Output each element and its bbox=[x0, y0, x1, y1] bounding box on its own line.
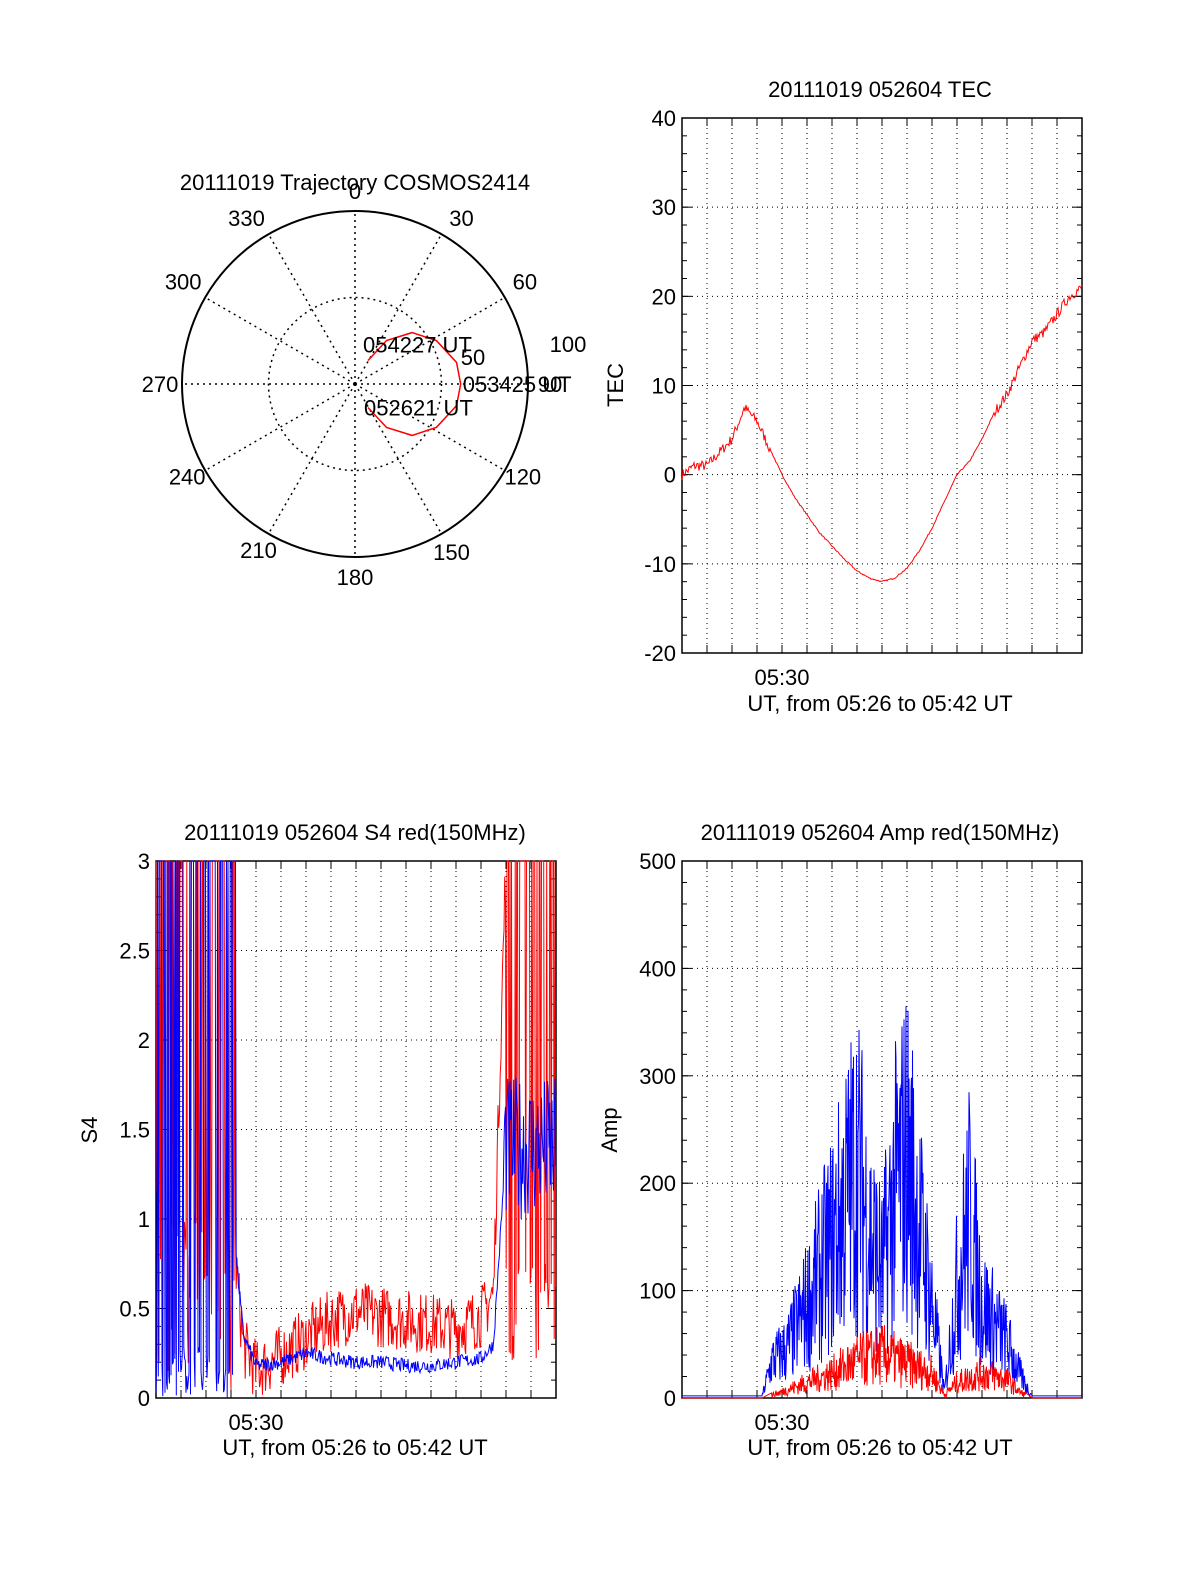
polar-radial-labels: 50 100 bbox=[461, 332, 587, 370]
tec-title: 20111019 052604 TEC bbox=[768, 77, 992, 102]
tec-series-line bbox=[681, 285, 1083, 583]
s4-panel: 20111019 052604 S4 red(150MHz) S4 UT, fr… bbox=[77, 820, 557, 1460]
polar-spoke bbox=[354, 383, 443, 535]
polar-angle-label: 270 bbox=[142, 372, 179, 397]
y-tick-label: 400 bbox=[639, 956, 676, 981]
y-tick-label: 0.5 bbox=[119, 1297, 150, 1322]
polar-angle-label: 210 bbox=[240, 538, 277, 563]
polar-series bbox=[367, 331, 462, 437]
plot-frame bbox=[155, 860, 557, 1399]
x-tick-label: 05:30 bbox=[228, 1410, 283, 1435]
polar-angle-label: 300 bbox=[165, 270, 202, 295]
s4-blue-line bbox=[155, 860, 557, 1398]
polar-radial-label: 50 bbox=[461, 345, 485, 370]
y-tick-label: 300 bbox=[639, 1064, 676, 1089]
tec-axes: -20 -10 0 10 20 30 40 05:30 bbox=[644, 106, 1083, 690]
polar-spoke bbox=[354, 233, 443, 385]
x-tick-label: 05:30 bbox=[754, 1410, 809, 1435]
polar-spoke bbox=[267, 383, 356, 535]
amp-ylabel: Amp bbox=[597, 1107, 622, 1152]
tec-panel: 20111019 052604 TEC TEC UT, from 05:26 t… bbox=[603, 77, 1083, 716]
plot-frame bbox=[681, 860, 1083, 1399]
polar-angle-label: 0 bbox=[349, 179, 361, 204]
polar-angle-label: 150 bbox=[433, 540, 470, 565]
y-tick-label: 0 bbox=[664, 463, 676, 488]
x-tick-label: 05:30 bbox=[754, 665, 809, 690]
polar-angle-label: 120 bbox=[504, 465, 541, 490]
polar-angle-label: 330 bbox=[228, 206, 265, 231]
polar-angle-label: 60 bbox=[513, 270, 537, 295]
polar-annotation-label: 053425 UT bbox=[463, 372, 572, 397]
polar-angle-labels: 0 30 60 90 120 150 180 210 240 270 300 330 bbox=[142, 179, 563, 590]
y-tick-label: 30 bbox=[652, 195, 676, 220]
tec-series bbox=[681, 285, 1083, 583]
amp-xlabel: UT, from 05:26 to 05:42 UT bbox=[747, 1435, 1012, 1460]
s4-xlabel: UT, from 05:26 to 05:42 UT bbox=[222, 1435, 487, 1460]
y-tick-label: 3 bbox=[138, 849, 150, 874]
polar-inner-circle bbox=[267, 296, 443, 472]
s4-series bbox=[155, 860, 557, 1398]
polar-spoke bbox=[354, 383, 506, 472]
y-tick-label: -20 bbox=[644, 641, 676, 666]
polar-outer-circle bbox=[181, 210, 529, 558]
y-tick-label: 1 bbox=[138, 1207, 150, 1232]
polar-radial-label: 100 bbox=[550, 332, 587, 357]
amp-blue-line bbox=[682, 1006, 1082, 1398]
y-tick-label: -10 bbox=[644, 552, 676, 577]
plot-frame bbox=[681, 117, 1083, 654]
amp-title: 20111019 052604 Amp red(150MHz) bbox=[701, 820, 1060, 845]
tec-ylabel: TEC bbox=[603, 363, 628, 407]
y-tick-label: 10 bbox=[652, 374, 676, 399]
y-tick-label: 20 bbox=[652, 284, 676, 309]
polar-angle-label: 180 bbox=[337, 565, 374, 590]
polar-trajectory-line bbox=[367, 331, 462, 437]
y-tick-label: 0 bbox=[138, 1386, 150, 1411]
y-tick-label: 0 bbox=[664, 1386, 676, 1411]
amp-series bbox=[682, 1006, 1082, 1399]
s4-ylabel: S4 bbox=[77, 1117, 102, 1144]
polar-angle-label: 30 bbox=[449, 206, 473, 231]
polar-annotation-label: 054227 UT bbox=[363, 332, 472, 357]
y-tick-label: 200 bbox=[639, 1171, 676, 1196]
amp-axes: 0 100 200 300 400 500 05:30 bbox=[639, 849, 1083, 1435]
amp-red-line bbox=[682, 1325, 1082, 1399]
y-tick-label: 100 bbox=[639, 1279, 676, 1304]
polar-spoke bbox=[267, 233, 356, 385]
polar-spoke bbox=[204, 296, 356, 385]
amp-panel: 20111019 052604 Amp red(150MHz) Amp UT, … bbox=[597, 820, 1083, 1460]
y-tick-label: 2 bbox=[138, 1028, 150, 1053]
polar-panel: 20111019 Trajectory COSMOS2414 0 30 60 90 12… bbox=[142, 170, 587, 590]
y-tick-label: 1.5 bbox=[119, 1118, 150, 1143]
y-tick-label: 2.5 bbox=[119, 939, 150, 964]
polar-angle-label: 90 bbox=[538, 372, 562, 397]
polar-spoke bbox=[204, 383, 356, 472]
polar-grid bbox=[181, 210, 529, 558]
polar-angle-label: 240 bbox=[169, 465, 206, 490]
polar-title: 20111019 Trajectory COSMOS2414 bbox=[180, 170, 530, 195]
s4-title: 20111019 052604 S4 red(150MHz) bbox=[184, 820, 526, 845]
polar-annotation-label: 052621 UT bbox=[364, 396, 473, 421]
y-tick-label: 40 bbox=[652, 106, 676, 131]
y-tick-label: 500 bbox=[639, 849, 676, 874]
tec-xlabel: UT, from 05:26 to 05:42 UT bbox=[747, 691, 1012, 716]
polar-spoke bbox=[354, 296, 506, 385]
